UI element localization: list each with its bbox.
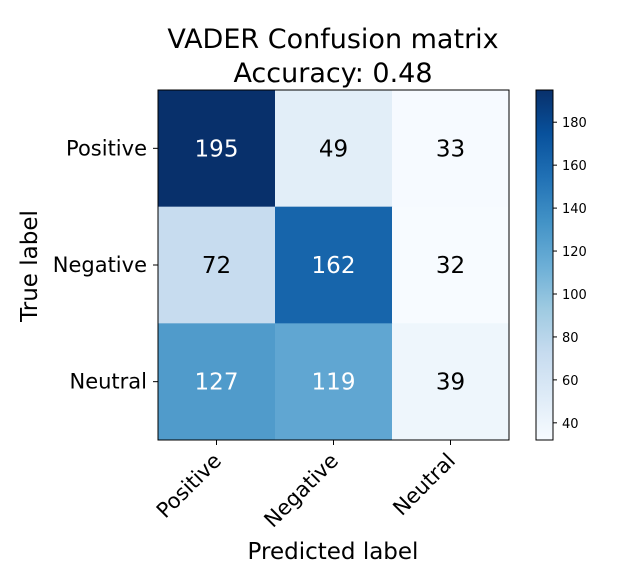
cell-value-label: 32 [436, 253, 465, 279]
x-axis-ticks: Positive Negative Neutral [152, 440, 460, 532]
chart-subtitle: Accuracy: 0.48 [233, 58, 432, 89]
heatmap-cell [275, 206, 393, 324]
colorbar-ticks: 40 60 80 100 120 140 160 180 [553, 116, 587, 432]
y-tick-label: Neutral [69, 370, 147, 394]
colorbar-tick-label: 160 [562, 159, 587, 174]
heatmap-cells [158, 90, 510, 441]
y-axis-ticks: Positive Negative Neutral [53, 136, 158, 394]
cell-value-label: 119 [312, 370, 356, 396]
heatmap-cell [158, 206, 276, 324]
heatmap-cell [158, 323, 276, 441]
cell-value-label: 162 [312, 253, 356, 279]
colorbar-tick-label: 80 [562, 331, 579, 346]
heatmap-cell [392, 323, 510, 441]
cell-value-label: 195 [195, 136, 239, 162]
x-tick-label: Positive [152, 449, 226, 523]
x-tick-label: Neutral [388, 449, 460, 521]
y-axis-label: True label [17, 210, 43, 323]
cell-value-label: 49 [319, 136, 348, 162]
colorbar-tick-label: 180 [562, 116, 587, 131]
colorbar-tick-label: 120 [562, 245, 587, 260]
heatmap-cell [392, 90, 510, 208]
colorbar-tick-label: 100 [562, 288, 587, 303]
cell-value-label: 72 [202, 253, 231, 279]
colorbar-tick-label: 60 [562, 374, 579, 389]
heatmap-cell [158, 90, 276, 208]
heatmap-cell-labels: 195 49 33 72 162 32 127 119 39 [195, 136, 466, 395]
chart-title: VADER Confusion matrix [167, 24, 498, 55]
colorbar-tick-label: 140 [562, 202, 587, 217]
cell-value-label: 39 [436, 370, 465, 396]
heatmap-cell [275, 90, 393, 208]
x-axis-label: Predicted label [248, 539, 419, 565]
y-tick-label: Negative [53, 253, 147, 277]
colorbar-tick-label: 40 [562, 417, 579, 432]
cell-value-label: 127 [195, 370, 239, 396]
y-tick-label: Positive [66, 136, 147, 160]
heatmap-cell [275, 323, 393, 441]
cell-value-label: 33 [436, 136, 465, 162]
x-tick-label: Negative [259, 449, 343, 533]
colorbar [535, 89, 554, 441]
heatmap-cell [392, 206, 510, 324]
